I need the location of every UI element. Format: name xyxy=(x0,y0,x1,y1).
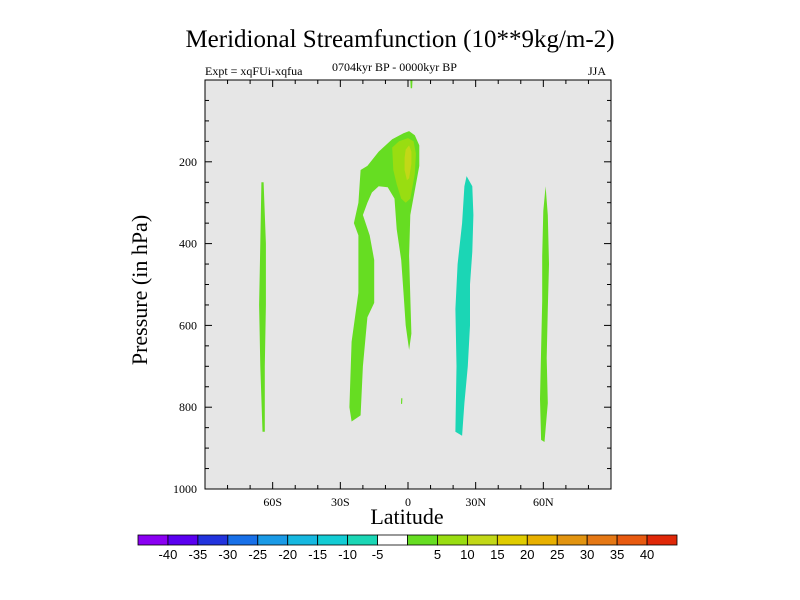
colorbar-box xyxy=(167,534,199,546)
colorbar-box xyxy=(287,534,319,546)
colorbar-label: -35 xyxy=(188,547,207,562)
contour-region-5 xyxy=(401,398,403,404)
colorbar-label: -10 xyxy=(338,547,357,562)
colorbar-box xyxy=(616,534,648,546)
y-tick-label: 1000 xyxy=(173,482,197,496)
season-label: JJA xyxy=(588,64,607,78)
x-tick-label: 60N xyxy=(533,495,554,509)
y-tick-label: 400 xyxy=(179,237,197,251)
colorbar-box xyxy=(317,534,349,546)
contour-region-0 xyxy=(259,182,266,432)
colorbar-box xyxy=(526,534,558,546)
colorbar-box xyxy=(407,534,438,546)
colorbar-label: 35 xyxy=(610,547,624,562)
period-label: 0704kyr BP - 0000kyr BP xyxy=(332,60,457,74)
colorbar-label: -20 xyxy=(278,547,297,562)
colorbar-label: 10 xyxy=(460,547,474,562)
colorbar-label: 5 xyxy=(434,547,441,562)
y-tick-label: 600 xyxy=(179,318,197,332)
colorbar-box xyxy=(137,534,169,546)
colorbar-label: 20 xyxy=(520,547,534,562)
colorbar-box xyxy=(646,534,678,546)
colorbar-label: -30 xyxy=(218,547,237,562)
x-axis-label: Latitude xyxy=(370,504,444,529)
colorbar-box xyxy=(437,534,468,546)
contour-region-4 xyxy=(410,80,413,89)
colorbar-label: 40 xyxy=(640,547,654,562)
colorbar-box xyxy=(347,534,378,546)
colorbar-label: -5 xyxy=(372,547,384,562)
colorbar-label: -15 xyxy=(308,547,327,562)
contour-region-7 xyxy=(540,186,549,442)
colorbar-box xyxy=(556,534,588,546)
colorbar-box xyxy=(197,534,229,546)
x-tick-label: 0 xyxy=(405,495,411,509)
contour-region-1 xyxy=(349,131,420,422)
colorbar-label: -40 xyxy=(159,547,178,562)
colorbar-label: -25 xyxy=(248,547,267,562)
colorbar-box xyxy=(227,534,259,546)
contour-region-6 xyxy=(455,176,474,436)
colorbar-box xyxy=(257,534,289,546)
colorbar-box xyxy=(586,534,618,546)
colorbar-label: 25 xyxy=(550,547,564,562)
experiment-label: Expt = xqFUi-xqfua xyxy=(205,64,303,78)
chart-title: Meridional Streamfunction (10**9kg/m-2) xyxy=(185,26,615,53)
colorbar-box xyxy=(496,534,528,546)
y-tick-label: 800 xyxy=(179,400,197,414)
colorbar-label: 30 xyxy=(580,547,594,562)
x-tick-label: 30N xyxy=(465,495,486,509)
colorbar-box xyxy=(466,534,498,546)
x-tick-label: 60S xyxy=(263,495,282,509)
x-tick-label: 30S xyxy=(331,495,350,509)
colorbar-box xyxy=(377,534,408,546)
contour-region-3 xyxy=(404,145,412,181)
y-tick-label: 200 xyxy=(179,155,197,169)
colorbar-label: 15 xyxy=(490,547,504,562)
